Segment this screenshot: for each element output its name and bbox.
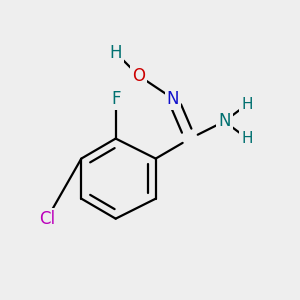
Text: F: F <box>111 89 120 107</box>
Text: Cl: Cl <box>39 210 55 228</box>
Text: H: H <box>242 131 253 146</box>
Text: N: N <box>218 112 231 130</box>
Text: O: O <box>132 67 145 85</box>
Text: H: H <box>110 44 122 62</box>
Text: H: H <box>242 97 253 112</box>
Text: N: N <box>167 89 179 107</box>
